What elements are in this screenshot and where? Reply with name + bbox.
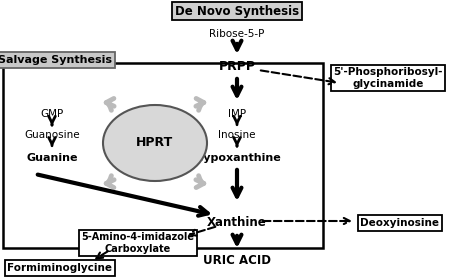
FancyBboxPatch shape xyxy=(3,63,323,248)
Text: Xanthine: Xanthine xyxy=(207,217,267,230)
Text: IMP: IMP xyxy=(228,109,246,119)
Text: URIC ACID: URIC ACID xyxy=(203,254,271,267)
Text: Guanosine: Guanosine xyxy=(24,130,80,140)
Text: Salvage Synthesis: Salvage Synthesis xyxy=(0,55,112,65)
Text: 5'-Phosphoribosyl-
glycinamide: 5'-Phosphoribosyl- glycinamide xyxy=(333,67,443,89)
Text: Inosine: Inosine xyxy=(218,130,256,140)
Text: Deoxyinosine: Deoxyinosine xyxy=(361,218,439,228)
Text: Guanine: Guanine xyxy=(26,153,78,163)
Text: PRPP: PRPP xyxy=(219,61,255,73)
Text: HPRT: HPRT xyxy=(137,136,173,150)
Text: Hypoxanthine: Hypoxanthine xyxy=(193,153,281,163)
Text: De Novo Synthesis: De Novo Synthesis xyxy=(175,4,299,18)
Ellipse shape xyxy=(103,105,207,181)
Text: 5-Amino-4-imidazole
Carboxylate: 5-Amino-4-imidazole Carboxylate xyxy=(82,232,194,254)
Text: Formiminoglycine: Formiminoglycine xyxy=(8,263,112,273)
Text: GMP: GMP xyxy=(40,109,64,119)
Text: Ribose-5-P: Ribose-5-P xyxy=(210,29,264,39)
